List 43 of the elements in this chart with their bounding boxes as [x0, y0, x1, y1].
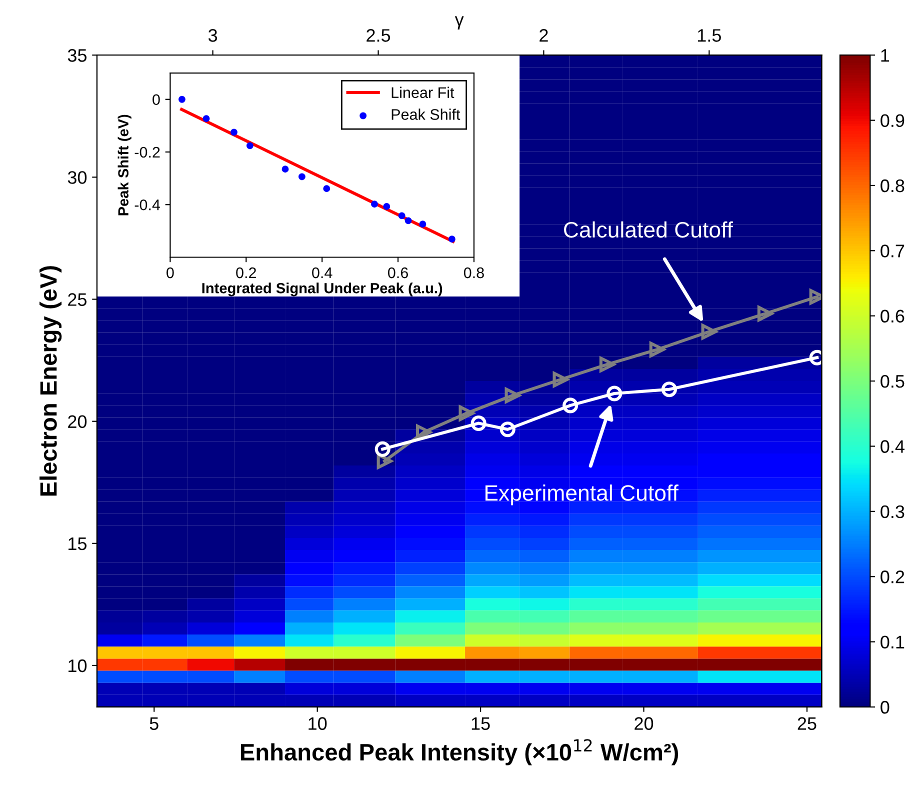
x-tick-label: 0	[166, 267, 174, 278]
y-tick-label: 25	[68, 293, 87, 306]
y-tick-label: 15	[68, 538, 87, 550]
x2-axis-title: γ	[454, 16, 464, 30]
x-tick-label: 5	[150, 717, 158, 730]
text: Experimental Cutoff	[486, 484, 678, 506]
y-tick-label: 35	[68, 49, 87, 62]
x-tick-label: 25	[798, 717, 816, 730]
x-tick-label: 10	[308, 717, 327, 730]
y-tick-label: -0.4	[134, 199, 160, 210]
color-bar-label: 0.4	[880, 440, 904, 453]
color-bar-label: 1	[881, 49, 890, 62]
y-tick-label: -0.2	[134, 146, 160, 158]
legend-label: Peak Shift	[392, 108, 460, 120]
color-bar-label: 0	[880, 700, 890, 714]
color-bar-label: 0.5	[880, 374, 904, 388]
color-bar-label: 0.2	[880, 570, 904, 584]
y-tick-label: 20	[68, 415, 87, 428]
x-axis-title: Enhanced Peak Intensity (×10$^{12}$ W/cm²)	[240, 739, 678, 766]
color-bar-label: 0.1	[880, 636, 904, 649]
x-tick-label: 0.4	[312, 267, 332, 278]
x2-tick-label: 2	[540, 29, 548, 42]
y-tick-label: 30	[68, 171, 87, 184]
color-bar-label: 0.7	[880, 244, 904, 258]
x2-tick-label: 1.5	[698, 29, 721, 42]
x-tick-label: 0.6	[388, 267, 408, 278]
y-tick-label: 0	[152, 94, 160, 106]
y-tick-label: 10	[68, 659, 87, 672]
x-axis-title: Integrated Signal Under Peak (a.u.)	[202, 282, 442, 296]
x2-tick-label: 3	[208, 29, 218, 42]
color-bar-label: 0.6	[880, 310, 904, 323]
x-tick-label: 0.2	[236, 267, 256, 278]
y-axis-title: Electron Energy (eV)	[40, 266, 62, 496]
x-tick-label: 15	[472, 717, 490, 730]
text: Calculated Cutoff	[564, 221, 734, 238]
legend-label: Linear Fit	[392, 86, 454, 98]
x-tick-label: 0.8	[464, 267, 484, 278]
color-bar-label: 0.9	[880, 114, 904, 128]
x-tick-label: 20	[634, 717, 654, 730]
y-axis-title: Peak Shift (eV)	[118, 114, 132, 216]
x2-tick-label: 2.5	[366, 29, 390, 42]
color-bar-label: 0.3	[880, 505, 904, 518]
color-bar-label: 0.8	[880, 179, 904, 192]
